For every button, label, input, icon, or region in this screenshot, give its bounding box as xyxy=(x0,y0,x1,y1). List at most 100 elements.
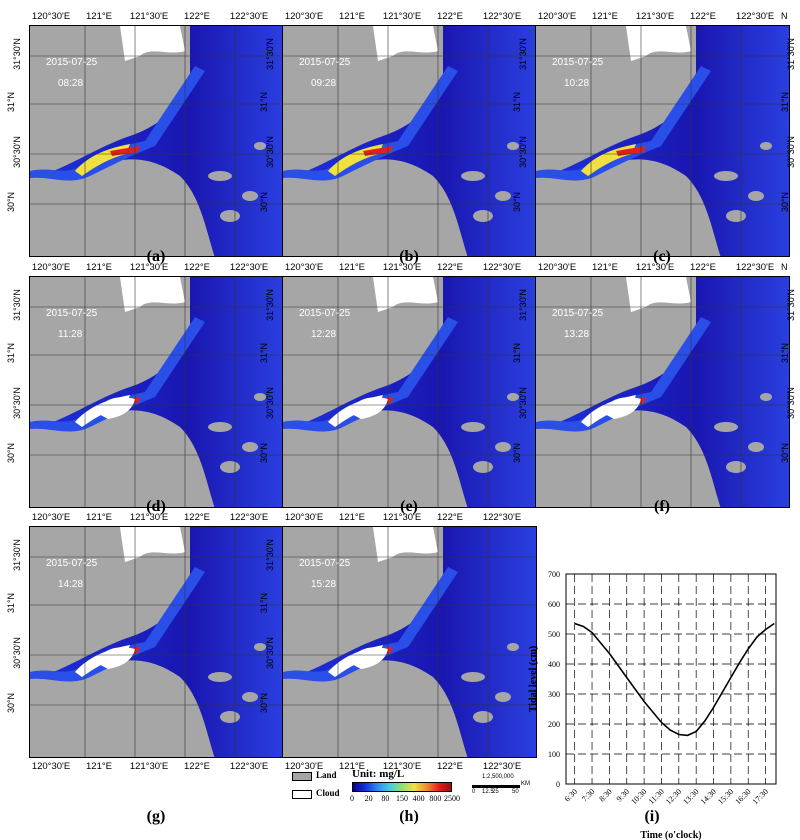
x-tick-label: 14:30 xyxy=(699,787,718,806)
latitude-tick: 31°N xyxy=(512,342,523,364)
longitude-tick: 122°30'E xyxy=(482,11,522,22)
latitude-tick: 30°30'N xyxy=(264,637,275,669)
longitude-tick: 121°30'E xyxy=(382,512,422,523)
latitude-tick: 30°N xyxy=(780,442,791,464)
high-turbidity-zone xyxy=(110,146,140,156)
cloud-area xyxy=(348,397,388,419)
map-image: 2015-07-25 15:28 xyxy=(282,526,537,758)
panel-label: (c) xyxy=(653,248,671,265)
cloud-area xyxy=(95,397,135,419)
water-area xyxy=(298,527,536,757)
colorbar xyxy=(352,782,452,792)
island xyxy=(495,692,511,702)
latitude-tick: 31°30'N xyxy=(785,289,796,321)
latitude-tick: 30°N xyxy=(512,442,523,464)
island xyxy=(461,672,485,682)
north-arrow-icon: N xyxy=(781,11,788,21)
longitude-tick: 120°30'E xyxy=(31,11,71,22)
longitude-tick: 120°30'E xyxy=(284,11,324,22)
latitude-tick: 30°N xyxy=(259,442,270,464)
longitude-tick: 122°E xyxy=(184,761,210,772)
island xyxy=(473,461,493,473)
latitude-tick: 30°N xyxy=(259,191,270,213)
x-tick-label: 11:30 xyxy=(647,787,666,806)
longitude-tick: 121°E xyxy=(86,11,112,22)
longitude-tick: 122°E xyxy=(437,512,463,523)
longitude-tick: 121°E xyxy=(86,262,112,273)
scale-tick: 50 xyxy=(512,789,519,795)
x-tick-label: 12:30 xyxy=(664,787,683,806)
map-panel: 2015-07-25 12:28 120°30'E 121°E 121°30'E 122°… xyxy=(259,262,537,508)
longitude-tick: 121°30'E xyxy=(129,262,169,273)
y-tick-label: 600 xyxy=(548,600,560,609)
latitude-tick: 31°N xyxy=(259,592,270,614)
longitude-tick: 121°E xyxy=(592,262,618,273)
island xyxy=(507,393,519,401)
island xyxy=(208,171,232,181)
map-panel: 2015-07-25 15:28 120°30'E 121°E 121°30'E 122°… xyxy=(259,512,537,772)
latitude-tick: 31°N xyxy=(6,592,17,614)
cloud-area xyxy=(601,397,641,419)
island xyxy=(208,672,232,682)
longitude-tick: 121°30'E xyxy=(382,11,422,22)
scale-bar: 1:2,500,000 KM 0 12.5 25 50 xyxy=(472,774,532,806)
longitude-tick: 122°30'E xyxy=(229,512,269,523)
latitude-tick: 31°30'N xyxy=(264,38,275,70)
island xyxy=(507,643,519,651)
cloud-area xyxy=(373,26,438,61)
plot-area xyxy=(565,573,777,785)
island xyxy=(714,422,738,432)
water-area xyxy=(298,277,536,507)
longitude-tick: 121°30'E xyxy=(129,512,169,523)
latitude-tick: 30°30'N xyxy=(11,387,22,419)
y-tick-label: 700 xyxy=(548,570,560,579)
latitude-tick: 30°N xyxy=(6,191,17,213)
map-panel: 2015-07-25 11:28 120°30'E 121°E 121°30'E 122°… xyxy=(6,262,284,508)
scale-ticks: 0 12.5 25 50 xyxy=(472,789,522,799)
longitude-tick: 120°30'E xyxy=(284,262,324,273)
colorbar-ticks: 0 20 80 150 400 800 2500 xyxy=(350,794,460,806)
longitude-tick: 120°30'E xyxy=(31,262,71,273)
island xyxy=(220,461,240,473)
scale-tick: 0 xyxy=(472,789,476,795)
scale-line xyxy=(472,785,520,788)
longitude-tick: 122°E xyxy=(690,262,716,273)
longitude-tick: 122°30'E xyxy=(482,262,522,273)
map-image: 2015-07-25 12:28 xyxy=(282,276,537,508)
longitude-tick: 122°30'E xyxy=(735,262,775,273)
scale-tick: 25 xyxy=(492,789,499,795)
cloud-swatch xyxy=(292,790,312,799)
longitude-tick: 122°E xyxy=(437,262,463,273)
high-turbidity-zone xyxy=(616,146,646,156)
longitude-tick: 122°E xyxy=(184,11,210,22)
colorbar-tick: 400 xyxy=(412,794,425,803)
map-image: 2015-07-25 11:28 xyxy=(29,276,284,508)
panel-label-i: (i) xyxy=(644,808,660,825)
map-image: 2015-07-25 13:28 xyxy=(535,276,790,508)
longitude-tick: 121°E xyxy=(339,761,365,772)
island xyxy=(760,142,772,150)
latitude-tick: 30°30'N xyxy=(264,136,275,168)
panel-date: 2015-07-25 xyxy=(46,558,98,569)
land-swatch xyxy=(292,772,312,781)
island xyxy=(254,643,266,651)
high-turbidity-zone xyxy=(363,146,393,156)
island xyxy=(208,422,232,432)
island xyxy=(242,442,258,452)
longitude-tick: 121°E xyxy=(339,262,365,273)
latitude-tick: 31°N xyxy=(780,91,791,113)
scale-unit: KM xyxy=(521,781,530,787)
y-tick-label: 0 xyxy=(556,780,560,789)
y-tick-label: 400 xyxy=(548,660,560,669)
longitude-tick: 121°E xyxy=(592,11,618,22)
latitude-tick: 31°30'N xyxy=(11,38,22,70)
panel-label: (a) xyxy=(146,248,166,265)
panel-label: (d) xyxy=(146,498,166,515)
island xyxy=(748,191,764,201)
panel-label: (g) xyxy=(146,808,166,825)
latitude-tick: 31°N xyxy=(6,342,17,364)
island xyxy=(726,461,746,473)
water-area xyxy=(45,277,283,507)
panel-date: 2015-07-25 xyxy=(46,308,98,319)
water-area xyxy=(551,26,789,256)
